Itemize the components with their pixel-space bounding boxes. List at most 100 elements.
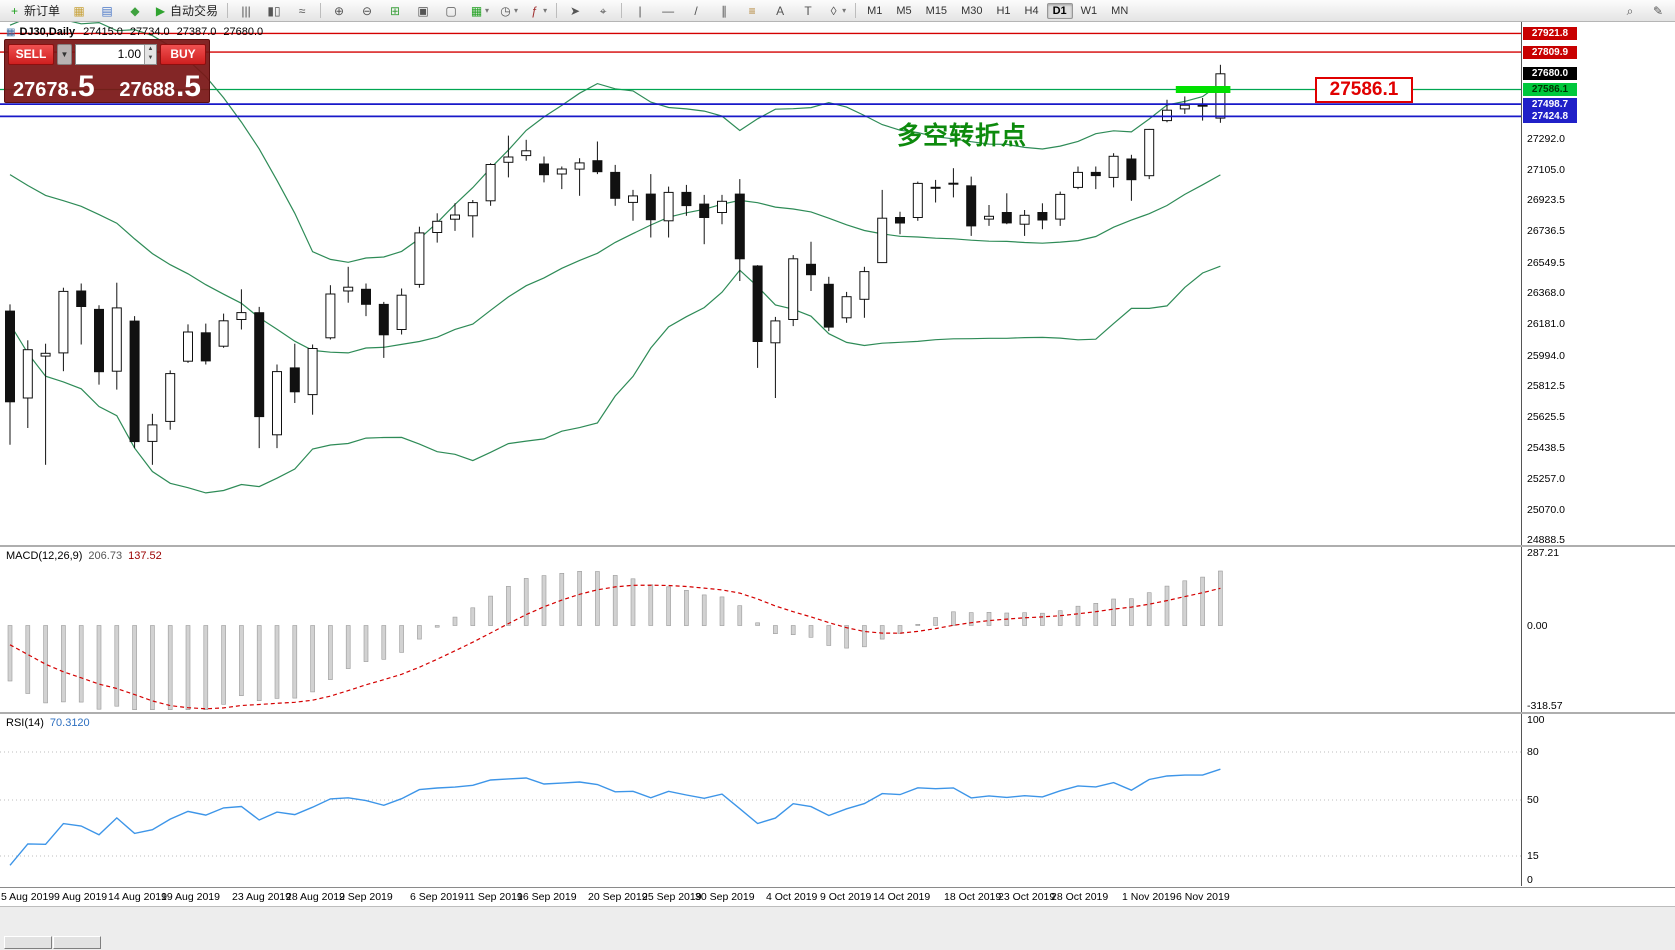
new-order-button[interactable]: + 新订单 [4, 1, 64, 21]
macd-pane[interactable] [0, 547, 1521, 712]
channel-button[interactable]: ∥ [711, 1, 737, 21]
tile-windows-button[interactable]: ⊞ [382, 1, 408, 21]
date-label: 4 Oct 2019 [766, 891, 818, 903]
period-button[interactable]: ◷ ▾ [495, 1, 522, 21]
volume-input[interactable]: 1.00 ▲ ▼ [75, 43, 157, 65]
timeframe-button-w1[interactable]: W1 [1080, 4, 1098, 17]
timeframe-button-h4[interactable]: H4 [1024, 4, 1039, 17]
label-button[interactable]: T [795, 1, 821, 21]
buy-button[interactable]: BUY [160, 43, 206, 65]
horizontal-line-button[interactable]: — [655, 1, 681, 21]
toolbar-right-buttons: ⌕ ✎ [1616, 1, 1672, 21]
new-chart-button[interactable]: ▦ ▾ [466, 1, 493, 21]
text-button[interactable]: A [767, 1, 793, 21]
spinner-down-icon[interactable]: ▼ [147, 54, 154, 61]
cascade-windows-button[interactable]: ▣ [410, 1, 436, 21]
shapes-icon: ◊ [830, 3, 837, 18]
edit-pencil-icon: ✎ [1652, 3, 1664, 18]
charts-grid-button[interactable]: ▦ [66, 1, 92, 21]
line-chart-button[interactable]: ≈ [289, 1, 315, 21]
fibonacci-button[interactable]: ≡ [739, 1, 765, 21]
price-level-box: 27809.9 [1523, 46, 1577, 59]
cursor-icon: ➤ [570, 3, 581, 18]
search-button[interactable]: ⌕ [1617, 1, 1643, 21]
bar-chart-button[interactable]: ||| [233, 1, 259, 21]
date-label: 14 Aug 2019 [108, 891, 167, 903]
edit-pencil-button[interactable]: ✎ [1645, 1, 1671, 21]
price-scale-tick: 27292.0 [1527, 133, 1565, 145]
channel-icon: ∥ [721, 3, 728, 18]
timeframe-button-m30[interactable]: M30 [961, 4, 983, 17]
rsi-pane[interactable] [0, 714, 1521, 886]
price-scale[interactable]: 27292.0 27105.0 26923.5 26736.5 26549.5 26368… [1521, 22, 1675, 886]
date-label: 19 Aug 2019 [161, 891, 220, 903]
current-price-box: 27680.0 [1523, 67, 1577, 80]
shapes-button[interactable]: ◊ ▾ [823, 1, 850, 21]
alerts-icon: ◆ [130, 3, 140, 18]
zoom-out-button[interactable]: ⊖ [354, 1, 380, 21]
price-scale-tick: 26368.0 [1527, 287, 1565, 299]
time-scale[interactable]: 5 Aug 2019 9 Aug 2019 14 Aug 2019 19 Aug 20… [0, 887, 1675, 906]
indicators-button[interactable]: ƒ ▾ [524, 1, 551, 21]
pane-separator[interactable] [0, 712, 1675, 714]
chart-annotation-text[interactable]: 多空转折点 [897, 122, 1028, 150]
macd-scale-tick: -318.57 [1527, 700, 1563, 712]
timeframe-button-mn[interactable]: MN [1111, 4, 1129, 17]
level-price-tag[interactable]: 27586.1 [1315, 77, 1413, 103]
price-scale-tick: 25625.5 [1527, 411, 1565, 423]
autotrading-button-label: 自动交易 [170, 4, 219, 18]
candlestick-chart-button[interactable]: ▮▯ [261, 1, 287, 21]
zoom-in-button[interactable]: ⊕ [326, 1, 352, 21]
volume-spinner[interactable]: ▲ ▼ [144, 44, 156, 64]
date-label: 20 Sep 2019 [588, 891, 648, 903]
timeframe-button-d1[interactable]: D1 [1046, 2, 1073, 19]
ohlc-open: 27415.0 [83, 26, 123, 38]
date-label: 6 Nov 2019 [1176, 891, 1230, 903]
vertical-line-button[interactable]: | [627, 1, 653, 21]
ohlc-high: 27734.0 [129, 26, 170, 38]
sell-button[interactable]: SELL [8, 43, 54, 65]
timeframe-button-h1[interactable]: H1 [996, 4, 1011, 17]
chart-tab[interactable] [53, 936, 101, 949]
new-order-button-label: 新订单 [24, 4, 61, 18]
bar-chart-icon: ||| [241, 3, 251, 18]
cursor-button[interactable]: ➤ [562, 1, 588, 21]
search-icon: ⌕ [1626, 3, 1634, 18]
volume-value: 1.00 [117, 47, 141, 61]
timeframe-button-m1[interactable]: M1 [867, 4, 883, 17]
price-scale-tick: 25070.0 [1527, 504, 1565, 516]
timeframe-button-m15[interactable]: M15 [925, 4, 948, 17]
date-label: 25 Sep 2019 [642, 891, 702, 903]
toolbar-separator [855, 3, 857, 18]
trendline-button[interactable]: / [683, 1, 709, 21]
trendline-icon: / [694, 3, 698, 18]
price-level-box: 27586.1 [1523, 83, 1577, 96]
price-scale-tick: 24888.5 [1527, 534, 1565, 546]
price-scale-tick: 25257.0 [1527, 473, 1565, 485]
arrange-windows-icon: ▢ [445, 3, 457, 18]
market-watch-button[interactable]: ▤ [94, 1, 120, 21]
charts-grid-icon: ▦ [73, 3, 85, 18]
date-label: 6 Sep 2019 [410, 891, 464, 903]
chart-tab[interactable] [4, 936, 52, 949]
autotrading-button[interactable]: ▶ 自动交易 [150, 1, 222, 21]
spinner-up-icon[interactable]: ▲ [147, 45, 154, 52]
ohlc-close: 27680.0 [223, 26, 264, 38]
date-label: 28 Oct 2019 [1051, 891, 1109, 903]
date-label: 28 Aug 2019 [286, 891, 345, 903]
crosshair-button[interactable]: ⌖ [590, 1, 616, 21]
alerts-button[interactable]: ◆ [122, 1, 148, 21]
candlestick-chart-icon: ▮▯ [267, 3, 281, 18]
pane-separator[interactable] [0, 545, 1675, 547]
price-scale-tick: 25438.5 [1527, 442, 1565, 454]
timeframe-button-m5[interactable]: M5 [896, 4, 912, 17]
volume-dropdown-button[interactable]: ▼ [57, 43, 72, 65]
arrange-windows-button[interactable]: ▢ [438, 1, 464, 21]
horizontal-line-icon: — [662, 3, 675, 18]
line-chart-icon: ≈ [298, 3, 306, 18]
chevron-down-icon: ▾ [485, 6, 490, 15]
price-scale-tick: 26923.5 [1527, 194, 1565, 206]
price-chart[interactable] [0, 22, 1521, 545]
toolbar-separator [621, 3, 623, 18]
date-label: 1 Nov 2019 [1122, 891, 1176, 903]
